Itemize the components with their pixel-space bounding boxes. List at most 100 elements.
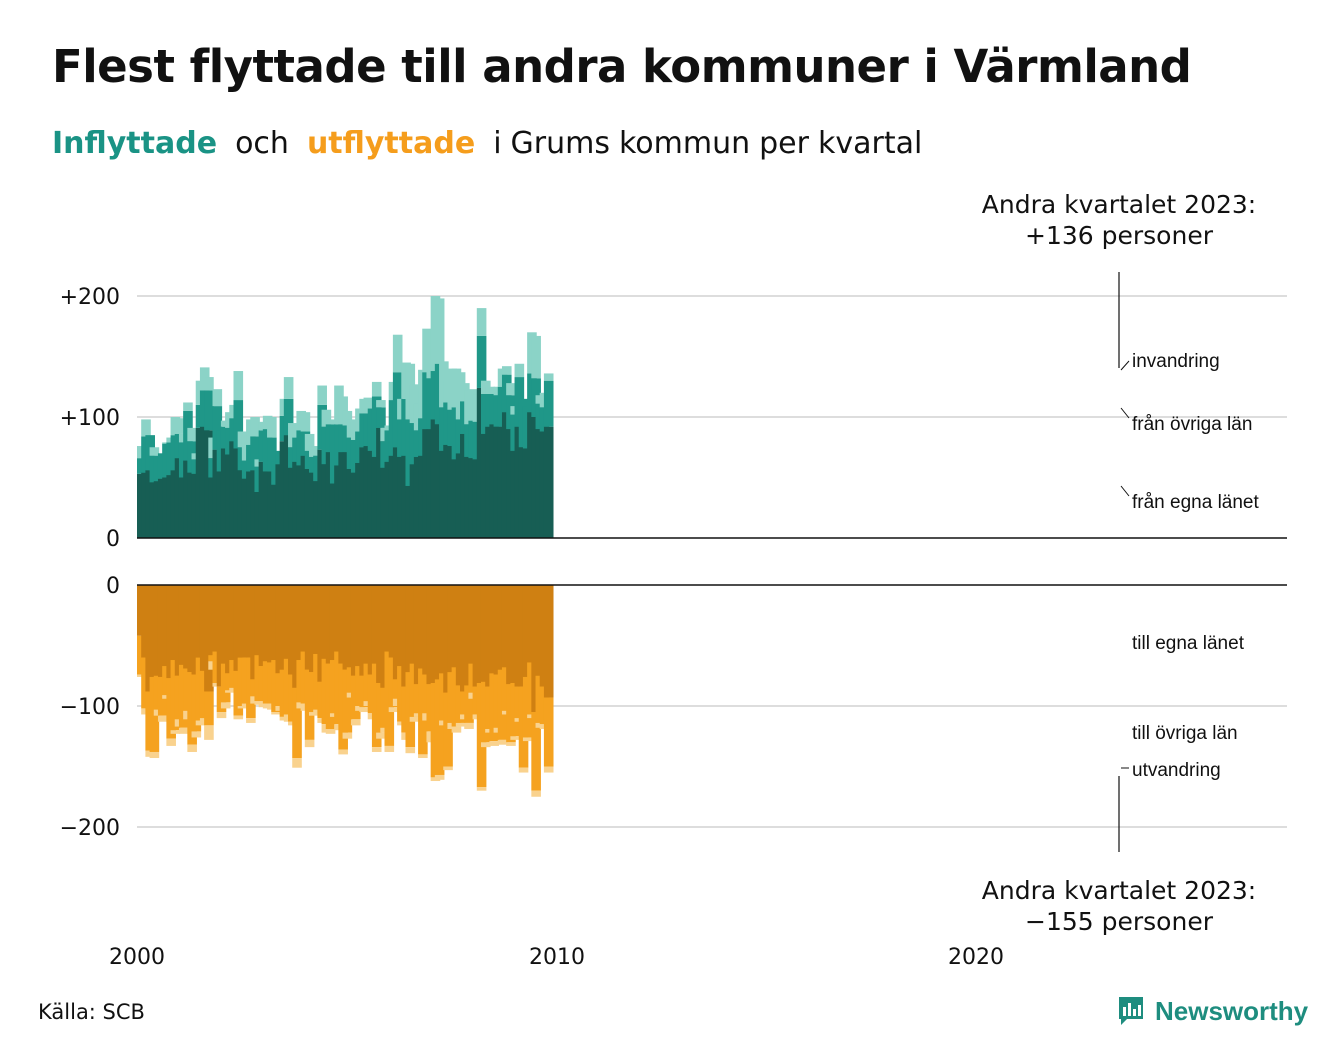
newsworthy-logo: Newsworthy bbox=[1117, 994, 1308, 1028]
bar-out-other bbox=[342, 669, 353, 733]
x-tick-2000: 2000 bbox=[109, 945, 165, 970]
bar-in-immigration bbox=[506, 383, 516, 396]
y-tick-bottom-100: −100 bbox=[60, 695, 120, 720]
bar-out-emigration bbox=[359, 707, 369, 713]
label-invandring: invandring bbox=[1132, 351, 1220, 372]
bar-out-emigration bbox=[518, 767, 529, 773]
label-leader-invandring bbox=[1120, 360, 1130, 371]
bar-in-immigration bbox=[317, 385, 327, 405]
bar-out-emigration bbox=[166, 738, 176, 746]
bar-out-emigration bbox=[455, 722, 466, 727]
bar-out-emigration bbox=[476, 787, 487, 791]
bar-in-other bbox=[212, 406, 223, 450]
bar-in-other bbox=[233, 400, 244, 449]
subtitle-word-2: kommun bbox=[618, 126, 751, 161]
bar-in-immigration bbox=[212, 389, 223, 407]
bar-in-immigration bbox=[300, 412, 311, 432]
x-tick-2010: 2010 bbox=[529, 945, 585, 970]
label-fran-ovriga-lan: från övriga län bbox=[1132, 414, 1252, 435]
bar-in-other bbox=[267, 437, 277, 472]
bar-in-immigration bbox=[267, 417, 277, 438]
bar-out-emigration bbox=[157, 715, 168, 722]
bar-in-immigration bbox=[325, 419, 336, 425]
bar-in-immigration bbox=[233, 371, 244, 401]
bar-in-immigration bbox=[309, 446, 319, 457]
subtitle-utflyttade: utflyttade bbox=[306, 126, 476, 161]
bar-out-emigration bbox=[480, 742, 491, 748]
bar-out-emigration bbox=[418, 754, 428, 759]
chart-logo-icon bbox=[1117, 995, 1145, 1027]
bar-out-own bbox=[543, 585, 554, 698]
subtitle-word-3: per bbox=[759, 126, 809, 161]
bar-in-immigration bbox=[376, 400, 386, 408]
bar-in-immigration bbox=[476, 308, 487, 336]
bar-out-emigration bbox=[195, 720, 206, 726]
source-note: Källa: SCB bbox=[38, 1000, 145, 1024]
bars-utflyttade bbox=[137, 585, 554, 797]
bar-in-immigration bbox=[149, 447, 160, 456]
bar-out-emigration bbox=[304, 739, 315, 748]
bar-in-immigration bbox=[283, 377, 294, 399]
bar-in-immigration bbox=[338, 396, 348, 425]
bar-out-other bbox=[204, 691, 214, 726]
bar-out-emigration bbox=[489, 741, 499, 746]
bar-out-emigration bbox=[451, 726, 462, 733]
bar-out-emigration bbox=[170, 730, 181, 734]
bar-out-emigration bbox=[325, 728, 336, 734]
bar-in-immigration bbox=[174, 418, 185, 434]
bar-out-emigration bbox=[191, 731, 202, 738]
y-tick-bottom-0: 0 bbox=[106, 574, 120, 599]
label-utvandring: utvandring bbox=[1132, 760, 1221, 781]
bar-out-other bbox=[531, 712, 541, 791]
bar-in-other bbox=[204, 390, 214, 431]
bar-out-other bbox=[292, 687, 302, 759]
y-tick-top-200: +200 bbox=[60, 285, 120, 310]
bar-in-immigration bbox=[342, 410, 353, 426]
bar-out-emigration bbox=[342, 732, 353, 739]
bar-in-own bbox=[543, 426, 554, 538]
bar-out-emigration bbox=[178, 727, 189, 734]
bar-out-emigration bbox=[371, 747, 382, 752]
gridlines bbox=[137, 295, 1287, 828]
subtitle-och: och bbox=[235, 126, 289, 161]
bar-in-immigration bbox=[392, 334, 403, 373]
label-leader-egna-lanet bbox=[1120, 485, 1130, 497]
bar-in-immigration bbox=[183, 402, 193, 411]
bar-out-emigration bbox=[497, 739, 508, 745]
bar-out-emigration bbox=[204, 725, 214, 740]
bar-out-emigration bbox=[464, 722, 474, 729]
annotation-top-line2: +136 personer bbox=[1025, 221, 1214, 250]
label-fran-egna-lanet: från egna länet bbox=[1132, 492, 1259, 513]
bar-out-emigration bbox=[246, 718, 256, 723]
bar-in-immigration bbox=[501, 366, 512, 375]
bar-out-emigration bbox=[187, 744, 197, 752]
bar-out-emigration bbox=[338, 749, 348, 755]
y-tick-top-0: 0 bbox=[106, 527, 120, 552]
bar-in-immigration bbox=[204, 377, 214, 391]
bar-out-emigration bbox=[522, 737, 533, 742]
bar-in-immigration bbox=[543, 373, 554, 381]
label-leader-ovriga-lan bbox=[1120, 407, 1130, 419]
bar-out-emigration bbox=[271, 712, 281, 715]
bar-in-immigration bbox=[321, 409, 332, 427]
bar-out-emigration bbox=[531, 790, 541, 797]
label-till-ovriga-lan: till övriga län bbox=[1132, 723, 1238, 744]
bar-in-immigration bbox=[250, 417, 260, 437]
bar-in-immigration bbox=[304, 433, 315, 451]
bar-out-emigration bbox=[434, 774, 445, 780]
bar-out-emigration bbox=[292, 758, 302, 768]
bar-in-immigration bbox=[371, 381, 382, 397]
bar-in-other bbox=[476, 335, 487, 388]
bar-in-immigration bbox=[187, 427, 197, 442]
annotation-bottom-line2: −155 personer bbox=[1025, 907, 1214, 936]
bar-out-emigration bbox=[220, 702, 231, 709]
bar-out-emigration bbox=[388, 707, 399, 713]
subtitle-word-1: Grums bbox=[510, 126, 610, 161]
bar-in-immigration bbox=[141, 419, 151, 437]
bar-out-emigration bbox=[376, 732, 386, 739]
y-tick-bottom-200: −200 bbox=[60, 816, 120, 841]
bar-out-emigration bbox=[443, 766, 453, 771]
bar-out-emigration bbox=[543, 766, 554, 773]
bar-in-immigration bbox=[514, 363, 525, 378]
